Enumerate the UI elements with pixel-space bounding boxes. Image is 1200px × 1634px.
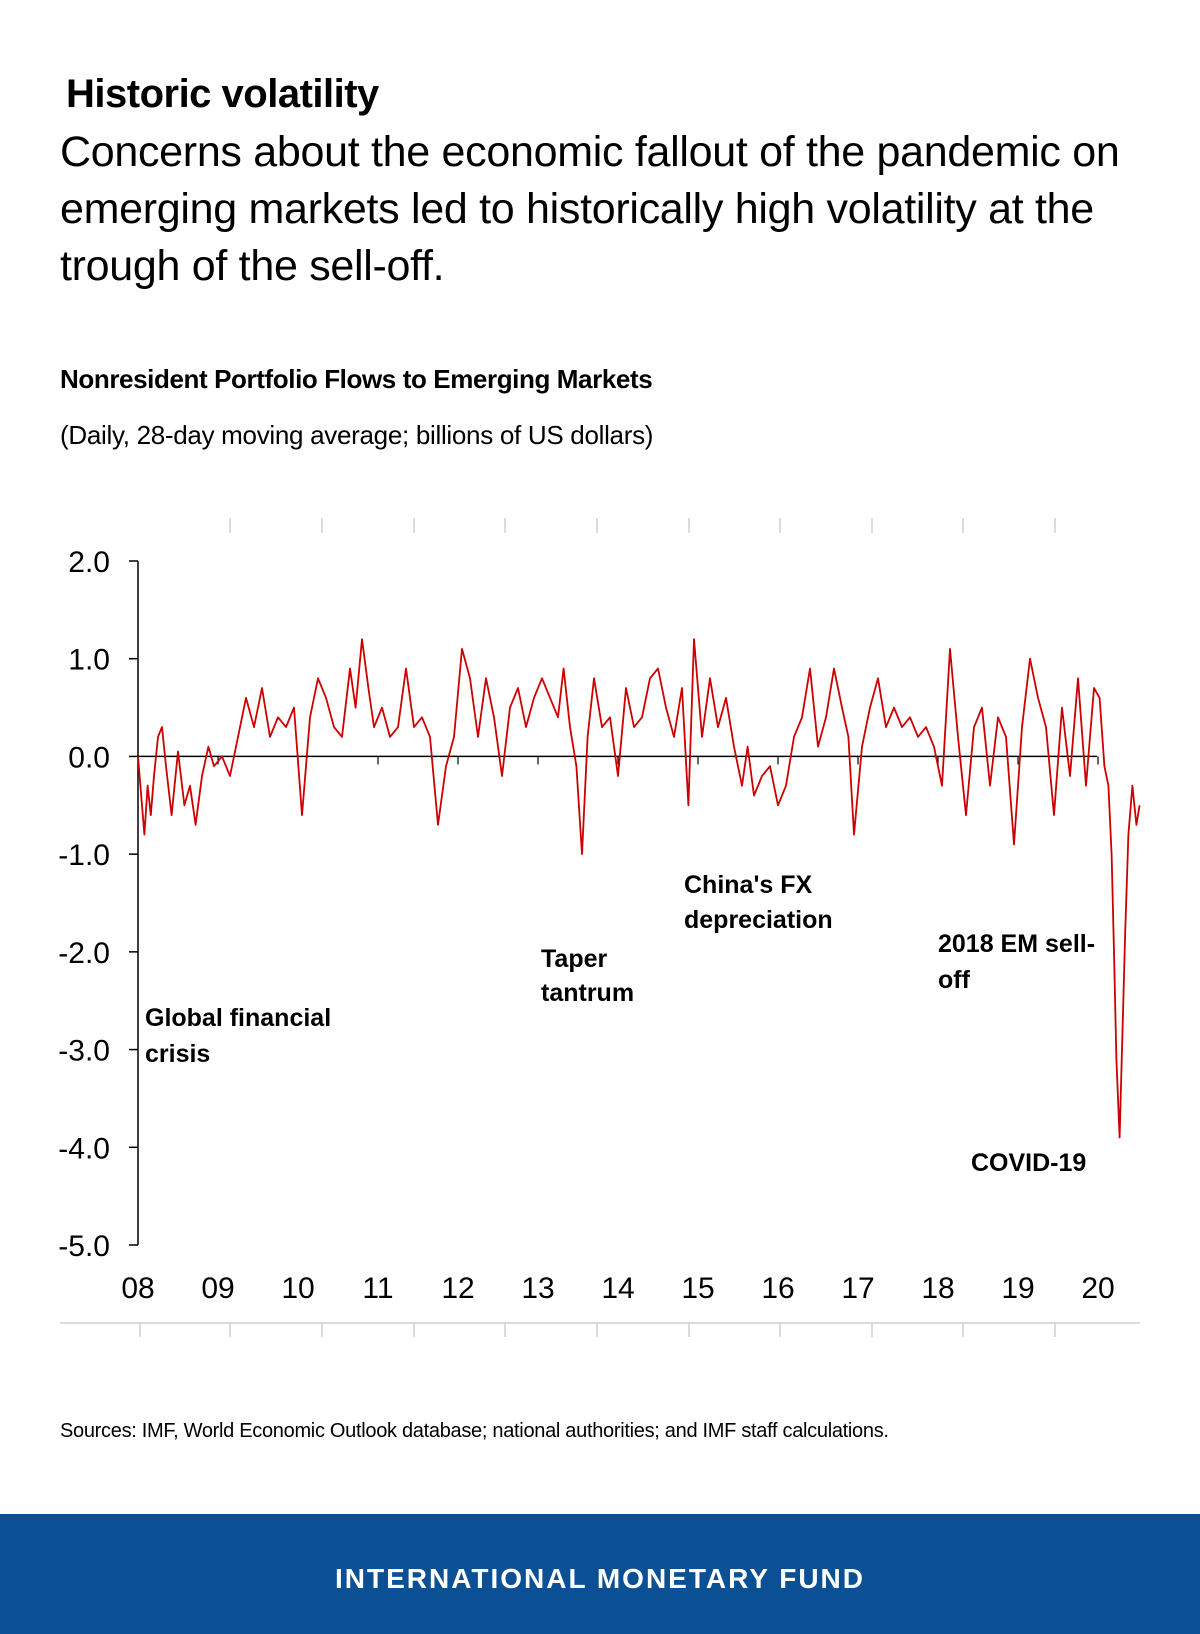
x-tick-label: 19 <box>1001 1272 1034 1305</box>
x-tick-label: 18 <box>921 1272 954 1305</box>
line-chart: 2.0 1.0 0.0 -1.0 -2.0 -3.0 -4.0 -5.0 08 09 10 11 12… <box>58 518 1141 1337</box>
chart-subtitle: (Daily, 28-day moving average; billions … <box>60 420 654 450</box>
source-note: Sources: IMF, World Economic Outlook dat… <box>60 1420 889 1442</box>
y-tick-label: -1.0 <box>58 839 110 872</box>
annotation-covid-19: COVID-19 <box>971 1149 1086 1177</box>
y-tick-label: -3.0 <box>58 1035 110 1068</box>
x-tick-label: 20 <box>1081 1272 1114 1305</box>
annotation-2018-em-selloff-line2: off <box>938 966 971 994</box>
x-tick-label: 10 <box>281 1272 314 1305</box>
x-axis: 08 09 10 11 12 13 14 15 16 17 18 19 20 <box>121 755 1115 1305</box>
y-tick-label: -2.0 <box>58 937 110 970</box>
y-tick-label: -5.0 <box>58 1230 110 1263</box>
x-tick-label: 13 <box>521 1272 554 1305</box>
y-tick-label: 2.0 <box>68 546 110 579</box>
x-tick-label: 15 <box>681 1272 714 1305</box>
bottom-frame <box>60 1322 1140 1337</box>
footer-bar: INTERNATIONAL MONETARY FUND <box>0 1514 1200 1634</box>
x-tick-label: 17 <box>841 1272 874 1305</box>
x-tick-label: 09 <box>201 1272 234 1305</box>
organization-name: INTERNATIONAL MONETARY FUND <box>335 1563 865 1594</box>
x-tick-label: 16 <box>761 1272 794 1305</box>
x-tick-label: 08 <box>121 1272 154 1305</box>
annotation-global-financial-crisis-line1: Global financial <box>145 1004 331 1032</box>
annotation-taper-tantrum-line1: Taper <box>541 945 607 973</box>
y-tick-label: 1.0 <box>68 644 110 677</box>
x-tick-label: 11 <box>362 1272 393 1305</box>
series-line-0 <box>137 638 1141 1139</box>
lede-text: Concerns about the economic fallout of t… <box>60 128 1120 290</box>
annotation-china-fx-line2: depreciation <box>684 906 833 934</box>
series-layer <box>137 638 1141 1139</box>
annotation-taper-tantrum-line2: tantrum <box>541 979 634 1007</box>
chart-title: Nonresident Portfolio Flows to Emerging … <box>60 364 653 394</box>
x-tick-label: 12 <box>441 1272 474 1305</box>
annotation-global-financial-crisis-line2: crisis <box>145 1040 210 1068</box>
y-axis: 2.0 1.0 0.0 -1.0 -2.0 -3.0 -4.0 -5.0 <box>58 546 139 1263</box>
annotation-2018-em-selloff-line1: 2018 EM sell- <box>938 930 1095 958</box>
headline: Historic volatility <box>66 72 379 116</box>
y-tick-label: -4.0 <box>58 1132 110 1165</box>
annotation-china-fx-line1: China's FX <box>684 871 813 899</box>
top-frame-ticks <box>229 518 1056 533</box>
x-tick-label: 14 <box>601 1272 634 1305</box>
y-tick-label: 0.0 <box>68 741 110 774</box>
